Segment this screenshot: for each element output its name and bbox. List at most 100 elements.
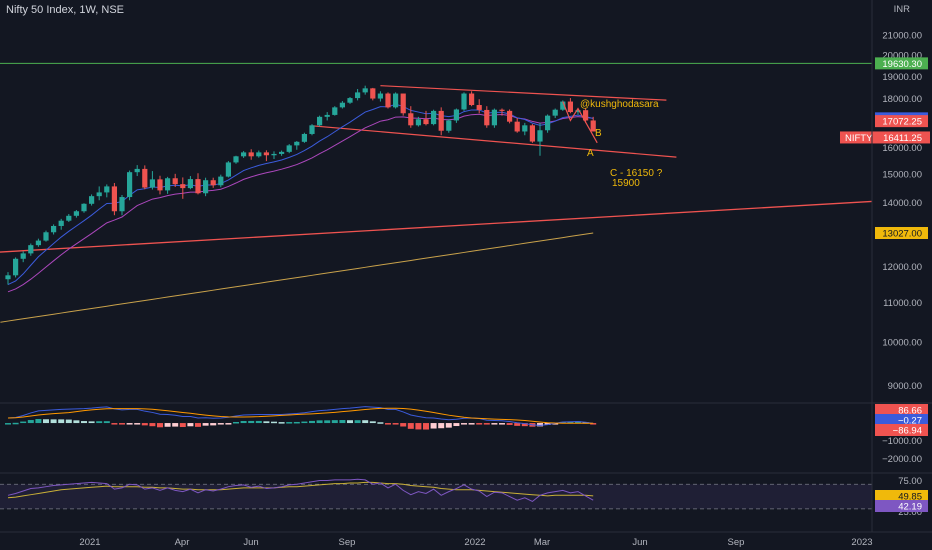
macd-histogram-bar xyxy=(187,423,194,427)
candle-body xyxy=(218,176,224,186)
macd-histogram-bar xyxy=(499,423,505,425)
macd-histogram-bar xyxy=(521,423,528,427)
price-tag xyxy=(875,226,928,239)
candle-body xyxy=(286,145,292,152)
candle-body xyxy=(127,172,133,198)
macd-histogram-bar xyxy=(263,421,270,424)
macd-histogram-bar xyxy=(119,423,125,425)
macd-signal-line xyxy=(7,407,594,424)
price-axis-label: 20000.00 xyxy=(882,51,922,62)
price-axis-label: 12000.00 xyxy=(882,262,922,273)
date-axis-label: 2021 xyxy=(79,537,100,548)
macd-histogram-bar xyxy=(96,421,103,424)
rsi-ma-line xyxy=(7,481,594,499)
candle-body xyxy=(241,152,247,157)
macd-histogram-bar xyxy=(362,420,369,424)
price-tag xyxy=(875,57,928,70)
wave-label-a: A xyxy=(587,148,594,159)
candle-body xyxy=(431,110,437,125)
macd-histogram-bar xyxy=(324,420,331,424)
candle-body xyxy=(370,88,376,99)
rsi-tag-label: 49.85 xyxy=(898,492,922,503)
candle-body xyxy=(20,253,26,259)
candle-body xyxy=(256,152,262,157)
macd-histogram-bar xyxy=(217,423,224,425)
candle-body xyxy=(263,152,269,156)
macd-histogram-bar xyxy=(286,422,293,424)
macd-histogram-bar xyxy=(210,423,217,426)
price-tag-label: 13027.00 xyxy=(882,228,922,239)
macd-axis-label: −1000.00 xyxy=(882,436,922,447)
macd-histogram-bar xyxy=(514,423,521,426)
wave-label-b: B xyxy=(595,128,602,139)
wave-label-c: C - 16150 ? xyxy=(610,168,663,179)
price-tag-label: 19630.30 xyxy=(882,59,922,70)
date-axis-label: Jun xyxy=(243,537,258,548)
macd-histogram-bar xyxy=(58,419,65,424)
candle-body xyxy=(203,180,209,194)
macd-histogram-bar xyxy=(506,423,513,425)
macd-histogram-bar xyxy=(202,423,209,426)
macd-histogram-bar xyxy=(339,420,346,424)
macd-histogram-bar xyxy=(81,421,87,424)
candle-body xyxy=(43,232,49,241)
candle-body xyxy=(225,162,231,177)
rsi-band-fill xyxy=(0,484,872,509)
macd-histogram-bar xyxy=(73,420,80,424)
rsi-tag xyxy=(875,490,928,502)
channel-bottom-line xyxy=(311,125,677,158)
candle-body xyxy=(415,119,421,126)
candle-body xyxy=(339,102,345,108)
macd-histogram-bar xyxy=(453,423,460,427)
candle-body xyxy=(545,115,551,131)
macd-histogram-bar xyxy=(392,423,399,425)
macd-histogram-bar xyxy=(385,423,391,425)
candle-body xyxy=(385,93,391,108)
macd-histogram-bar xyxy=(369,421,376,424)
macd-histogram-bar xyxy=(248,420,255,424)
wave-target-label: 15900 xyxy=(612,178,640,189)
candle-body xyxy=(514,121,520,132)
symbol-price-label: 16411.25 xyxy=(883,133,922,144)
rsi-line xyxy=(7,478,594,503)
candle-body xyxy=(104,186,110,193)
candle-body xyxy=(66,215,72,221)
macd-tag xyxy=(875,424,928,436)
macd-histogram-bar xyxy=(491,423,498,425)
macd-histogram-bar xyxy=(271,421,277,424)
candle-body xyxy=(484,109,490,126)
candle-body xyxy=(377,93,383,99)
candle-body xyxy=(522,125,528,132)
macd-histogram-bar xyxy=(476,423,483,425)
price-axis-label: 19000.00 xyxy=(882,72,922,83)
date-axis-label: Apr xyxy=(175,537,190,548)
macd-histogram-bar xyxy=(278,422,285,424)
macd-histogram-bar xyxy=(255,420,262,424)
macd-histogram-bar xyxy=(43,419,49,424)
candle-body xyxy=(324,114,330,117)
macd-histogram-bar xyxy=(537,423,543,427)
macd-histogram-bar xyxy=(5,423,11,425)
price-axis-label: 11000.00 xyxy=(883,298,922,309)
macd-histogram-bar xyxy=(544,423,551,425)
candle-body xyxy=(271,153,277,156)
macd-histogram-bar xyxy=(407,423,414,429)
candle-body xyxy=(583,110,589,121)
macd-tag-label: −86.94 xyxy=(893,426,922,437)
candle-body xyxy=(210,180,216,186)
candle-body xyxy=(400,93,406,114)
candle-body xyxy=(5,275,11,280)
macd-line xyxy=(7,406,594,426)
candle-body xyxy=(301,133,307,142)
macd-histogram-bar xyxy=(430,423,437,429)
candle-body xyxy=(476,105,482,110)
candle-body xyxy=(552,109,558,116)
candle-body xyxy=(560,101,566,110)
macd-histogram-bar xyxy=(164,423,171,427)
macd-histogram-bar xyxy=(400,423,407,427)
candle-body xyxy=(529,125,535,142)
symbol-name-label: NIFTY xyxy=(845,133,873,144)
macd-histogram-bar xyxy=(309,420,315,424)
candle-body xyxy=(332,107,338,115)
